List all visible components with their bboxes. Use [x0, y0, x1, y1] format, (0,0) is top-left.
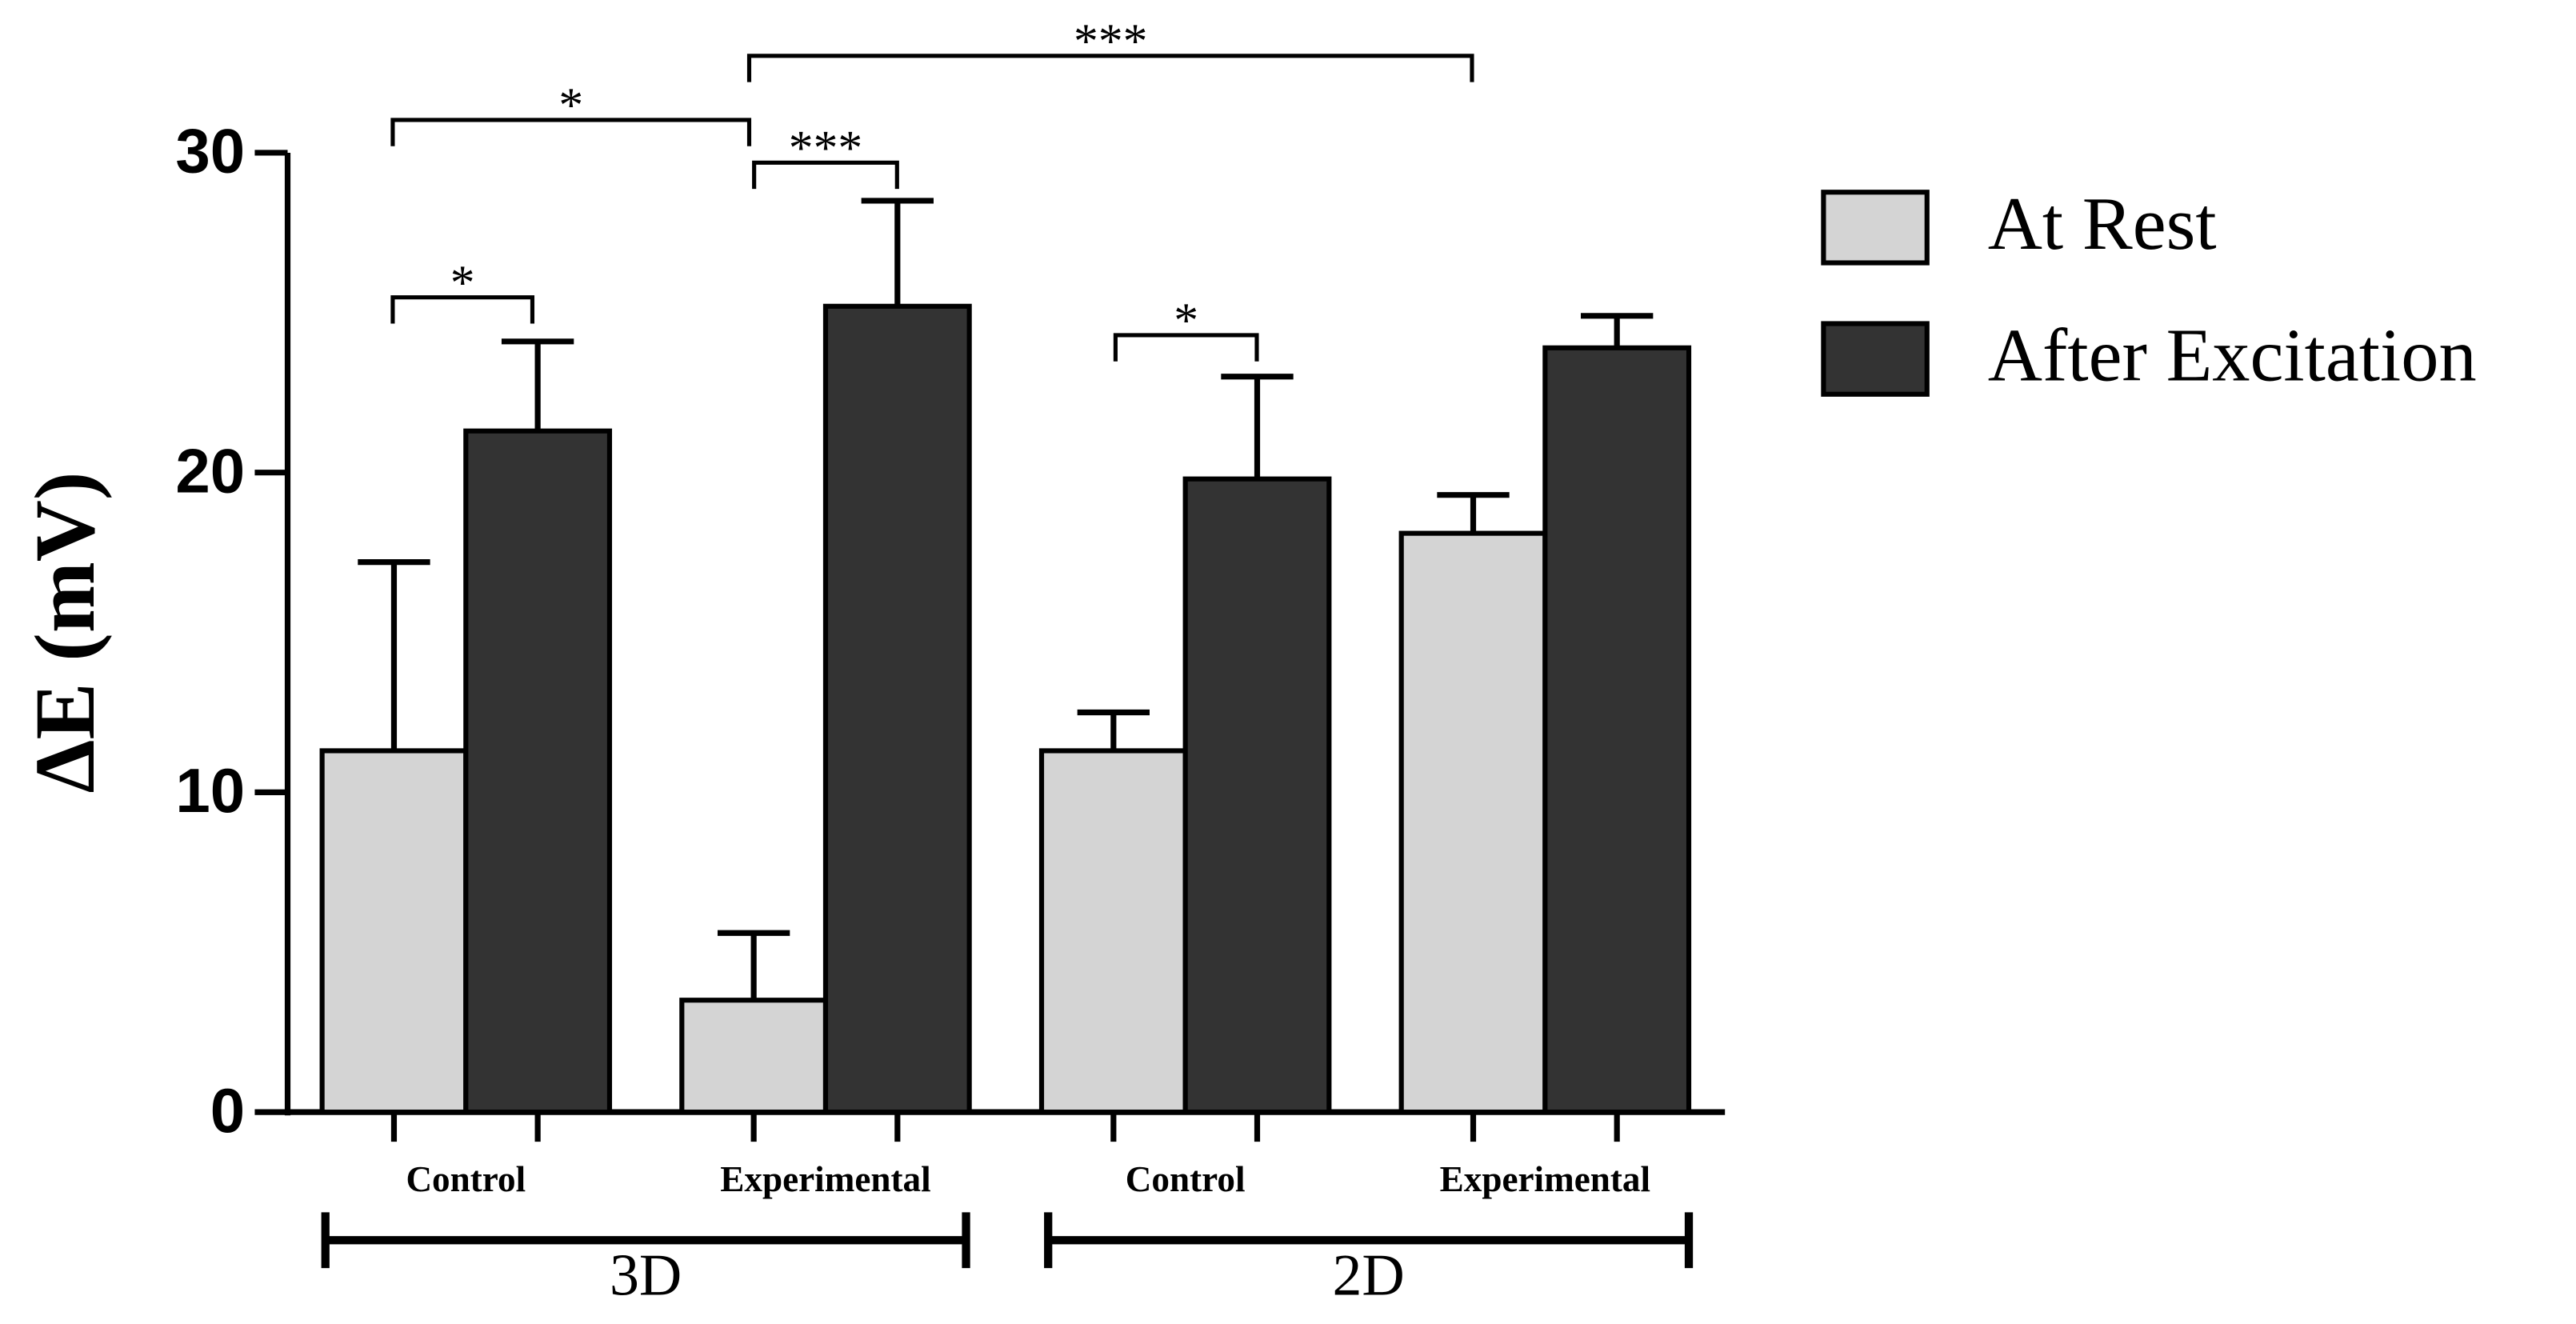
legend-label: At Rest — [1988, 182, 2217, 266]
x-tick-label: Experimental — [720, 1159, 930, 1199]
group-label: 2D — [1332, 1242, 1404, 1308]
bar — [1542, 345, 1692, 1115]
legend-swatch — [1821, 321, 1930, 397]
bar — [463, 428, 613, 1115]
bar — [1038, 748, 1188, 1115]
x-tick-label: Control — [1126, 1159, 1246, 1199]
y-axis-label: ΔE (mV) — [18, 472, 113, 794]
significance-label: * — [1174, 294, 1198, 348]
significance-bracket — [1113, 333, 1259, 362]
bar — [822, 303, 972, 1115]
legend-label: After Excitation — [1988, 314, 2477, 397]
y-tick-label: 20 — [175, 435, 245, 506]
group-label: 3D — [610, 1242, 682, 1308]
x-tick-label: Control — [406, 1159, 526, 1199]
significance-label: *** — [789, 121, 862, 175]
significance-label: * — [558, 78, 583, 133]
significance-bracket — [746, 54, 1474, 82]
legend-swatch — [1821, 190, 1930, 266]
significance-label: * — [450, 255, 475, 310]
y-tick-label: 0 — [210, 1075, 245, 1146]
y-tick-label: 30 — [175, 116, 245, 186]
significance-bracket — [390, 118, 752, 146]
significance-label: *** — [1074, 14, 1147, 69]
x-tick-label: Experimental — [1440, 1159, 1650, 1199]
bar — [319, 748, 469, 1115]
significance-bracket — [752, 160, 899, 190]
bar — [1398, 530, 1548, 1115]
significance-bracket — [390, 295, 535, 324]
bar — [1182, 476, 1332, 1115]
bar — [679, 998, 829, 1115]
y-tick-label: 10 — [175, 755, 245, 826]
